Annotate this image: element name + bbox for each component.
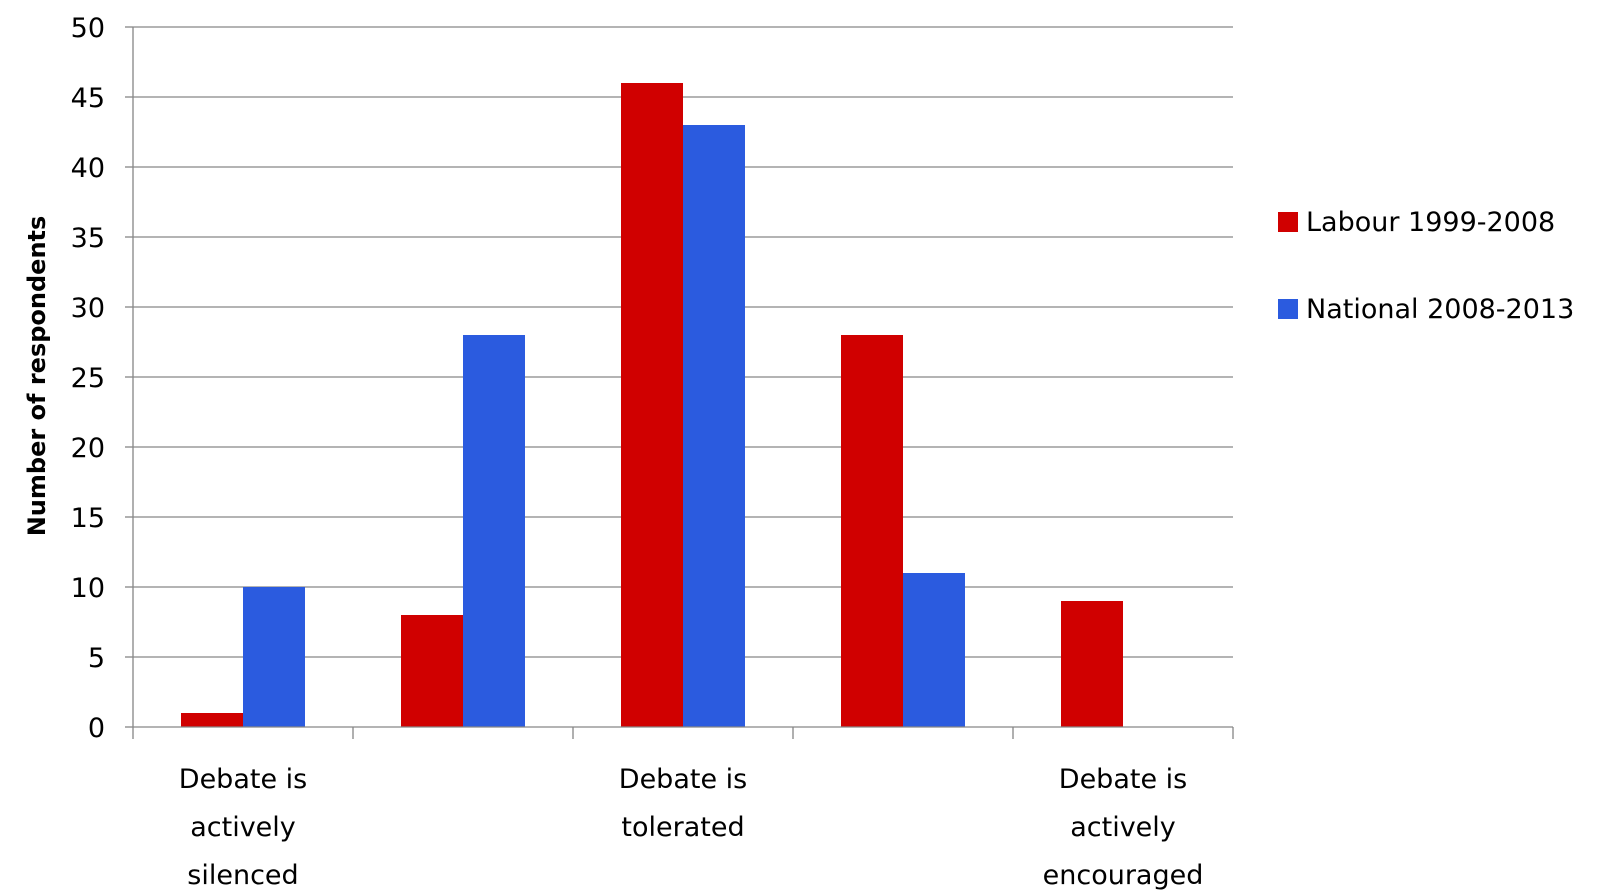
- legend-swatch-national: [1278, 299, 1298, 319]
- y-tick-label-45: 45: [71, 83, 105, 114]
- category-label-4-line-0: Debate is: [1059, 764, 1187, 795]
- bar-national-0: [243, 587, 305, 727]
- axes: [125, 26, 1234, 739]
- y-tick-label-35: 35: [71, 223, 105, 254]
- y-tick-label-40: 40: [71, 153, 105, 184]
- y-tick-label-25: 25: [71, 363, 105, 394]
- y-axis-label: Number of respondents: [23, 216, 51, 537]
- category-labels: Debate is actively silenced Debate is tolera…: [179, 764, 1204, 891]
- category-label-4-line-2: encouraged: [1043, 860, 1204, 891]
- y-tick-label-10: 10: [71, 573, 105, 604]
- y-tick-labels: 0 5 10 15 20 25 30 35 40 45 50: [71, 13, 105, 744]
- bars: [181, 83, 1123, 727]
- bar-labour-4: [1061, 601, 1123, 727]
- category-label-4-line-1: actively: [1070, 812, 1176, 843]
- legend: Labour 1999-2008 National 2008-2013: [1278, 207, 1574, 325]
- y-tick-label-30: 30: [71, 293, 105, 324]
- bar-labour-2: [621, 83, 683, 727]
- y-tick-label-5: 5: [88, 643, 105, 674]
- bar-labour-0: [181, 713, 243, 727]
- legend-label-national: National 2008-2013: [1306, 294, 1574, 325]
- y-tick-label-20: 20: [71, 433, 105, 464]
- bar-national-3: [903, 573, 965, 727]
- bar-national-1: [463, 335, 525, 727]
- legend-swatch-labour: [1278, 212, 1298, 232]
- category-label-0-line-0: Debate is: [179, 764, 307, 795]
- category-label-0-line-1: actively: [190, 812, 296, 843]
- bar-national-2: [683, 125, 745, 727]
- category-label-2-line-1: tolerated: [621, 812, 744, 843]
- y-tick-label-0: 0: [88, 713, 105, 744]
- category-label-0-line-2: silenced: [187, 860, 298, 891]
- bar-labour-3: [841, 335, 903, 727]
- y-tick-label-50: 50: [71, 13, 105, 44]
- y-tick-label-15: 15: [71, 503, 105, 534]
- bar-labour-1: [401, 615, 463, 727]
- category-label-2-line-0: Debate is: [619, 764, 747, 795]
- legend-label-labour: Labour 1999-2008: [1306, 207, 1555, 238]
